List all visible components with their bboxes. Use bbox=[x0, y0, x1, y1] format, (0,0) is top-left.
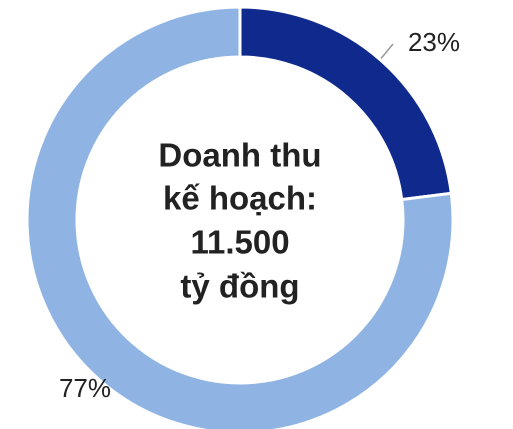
donut-slice bbox=[25, 5, 455, 429]
center-label: Doanh thu bbox=[158, 137, 321, 174]
value-label: 77% bbox=[59, 373, 111, 403]
value-label: 23% bbox=[408, 27, 460, 57]
center-label: 11.500 bbox=[190, 224, 289, 261]
center-label: tỷ đồng bbox=[180, 268, 299, 305]
center-label: kế hoạch: bbox=[163, 180, 317, 217]
